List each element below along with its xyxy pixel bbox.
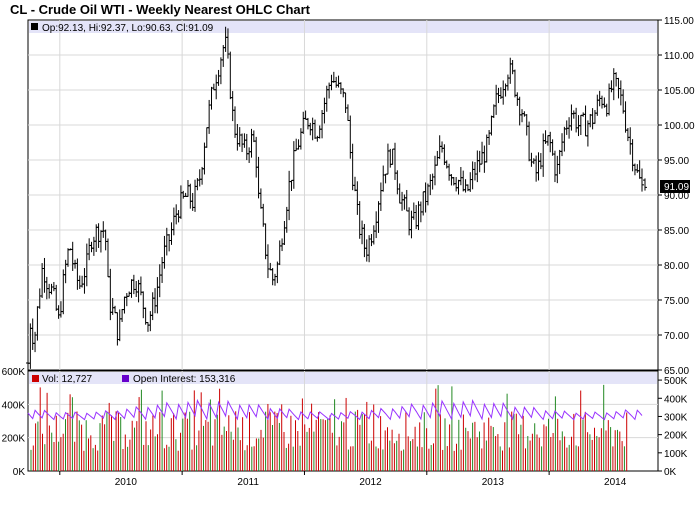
volume-right-axis: 500K 400K 300K 200K 100K 0K <box>658 376 688 478</box>
price-tick-label: 95.00 <box>664 156 689 167</box>
x-tick-label: 2010 <box>115 477 138 488</box>
vol-right-tick-label: 500K <box>664 376 688 387</box>
price-tick-label: 85.00 <box>664 226 689 237</box>
last-price-flag <box>660 180 690 193</box>
price-tick-label: 75.00 <box>664 296 689 307</box>
price-y-axis: 115.00 110.00 105.00 100.00 95.00 90.00 85.00 8… <box>658 16 695 377</box>
price-tick-label: 80.00 <box>664 261 689 272</box>
chart-title: CL - Crude Oil WTI - Weekly Nearest OHLC… <box>10 2 311 17</box>
vol-right-tick-label: 200K <box>664 431 688 442</box>
volume-panel <box>27 370 659 472</box>
legend-volume: Vol: 12,727 <box>42 374 92 385</box>
price-bars <box>26 26 648 369</box>
price-grid <box>28 20 658 370</box>
vol-right-tick-label: 400K <box>664 394 688 405</box>
legend-swatch-price <box>31 23 38 30</box>
x-tick-label: 2011 <box>237 477 259 488</box>
price-tick-label: 105.00 <box>664 86 695 97</box>
legend-swatch-vol <box>32 375 39 382</box>
price-tick-label: 110.00 <box>664 51 694 62</box>
open-interest-line <box>27 398 643 421</box>
volume-legend-band <box>29 372 657 384</box>
volume-grid <box>28 371 658 471</box>
x-tick-label: 2014 <box>604 477 627 488</box>
volume-bars <box>30 384 628 471</box>
price-tick-label: 100.00 <box>664 121 695 132</box>
price-legend-band <box>29 21 657 33</box>
vol-left-tick-label: 200K <box>2 434 26 445</box>
vol-left-tick-label: 0K <box>13 467 26 478</box>
legend-swatch-oi <box>122 375 129 382</box>
x-tick-label: 2012 <box>359 477 382 488</box>
legend-open-interest: Open Interest: 153,316 <box>133 374 236 385</box>
x-tick-label: 2013 <box>482 477 505 488</box>
price-tick-label: 65.00 <box>664 366 689 377</box>
x-axis: 2010 2011 2012 2013 2014 <box>59 471 627 488</box>
vol-right-tick-label: 100K <box>664 449 688 460</box>
price-tick-label: 90.00 <box>664 191 689 202</box>
vol-right-tick-label: 0K <box>664 467 677 478</box>
vol-left-tick-label: 600K <box>2 367 26 378</box>
vol-right-tick-label: 300K <box>664 412 688 423</box>
volume-left-axis: 600K 400K 200K 0K <box>2 367 26 478</box>
legend-price: Op:92.13, Hi:92.37, Lo:90.63, Cl:91.09 <box>42 23 214 34</box>
last-price-label: 91.09 <box>664 182 689 193</box>
price-tick-label: 70.00 <box>664 331 689 342</box>
vol-left-tick-label: 400K <box>2 400 26 411</box>
price-tick-label: 115.00 <box>664 16 694 27</box>
